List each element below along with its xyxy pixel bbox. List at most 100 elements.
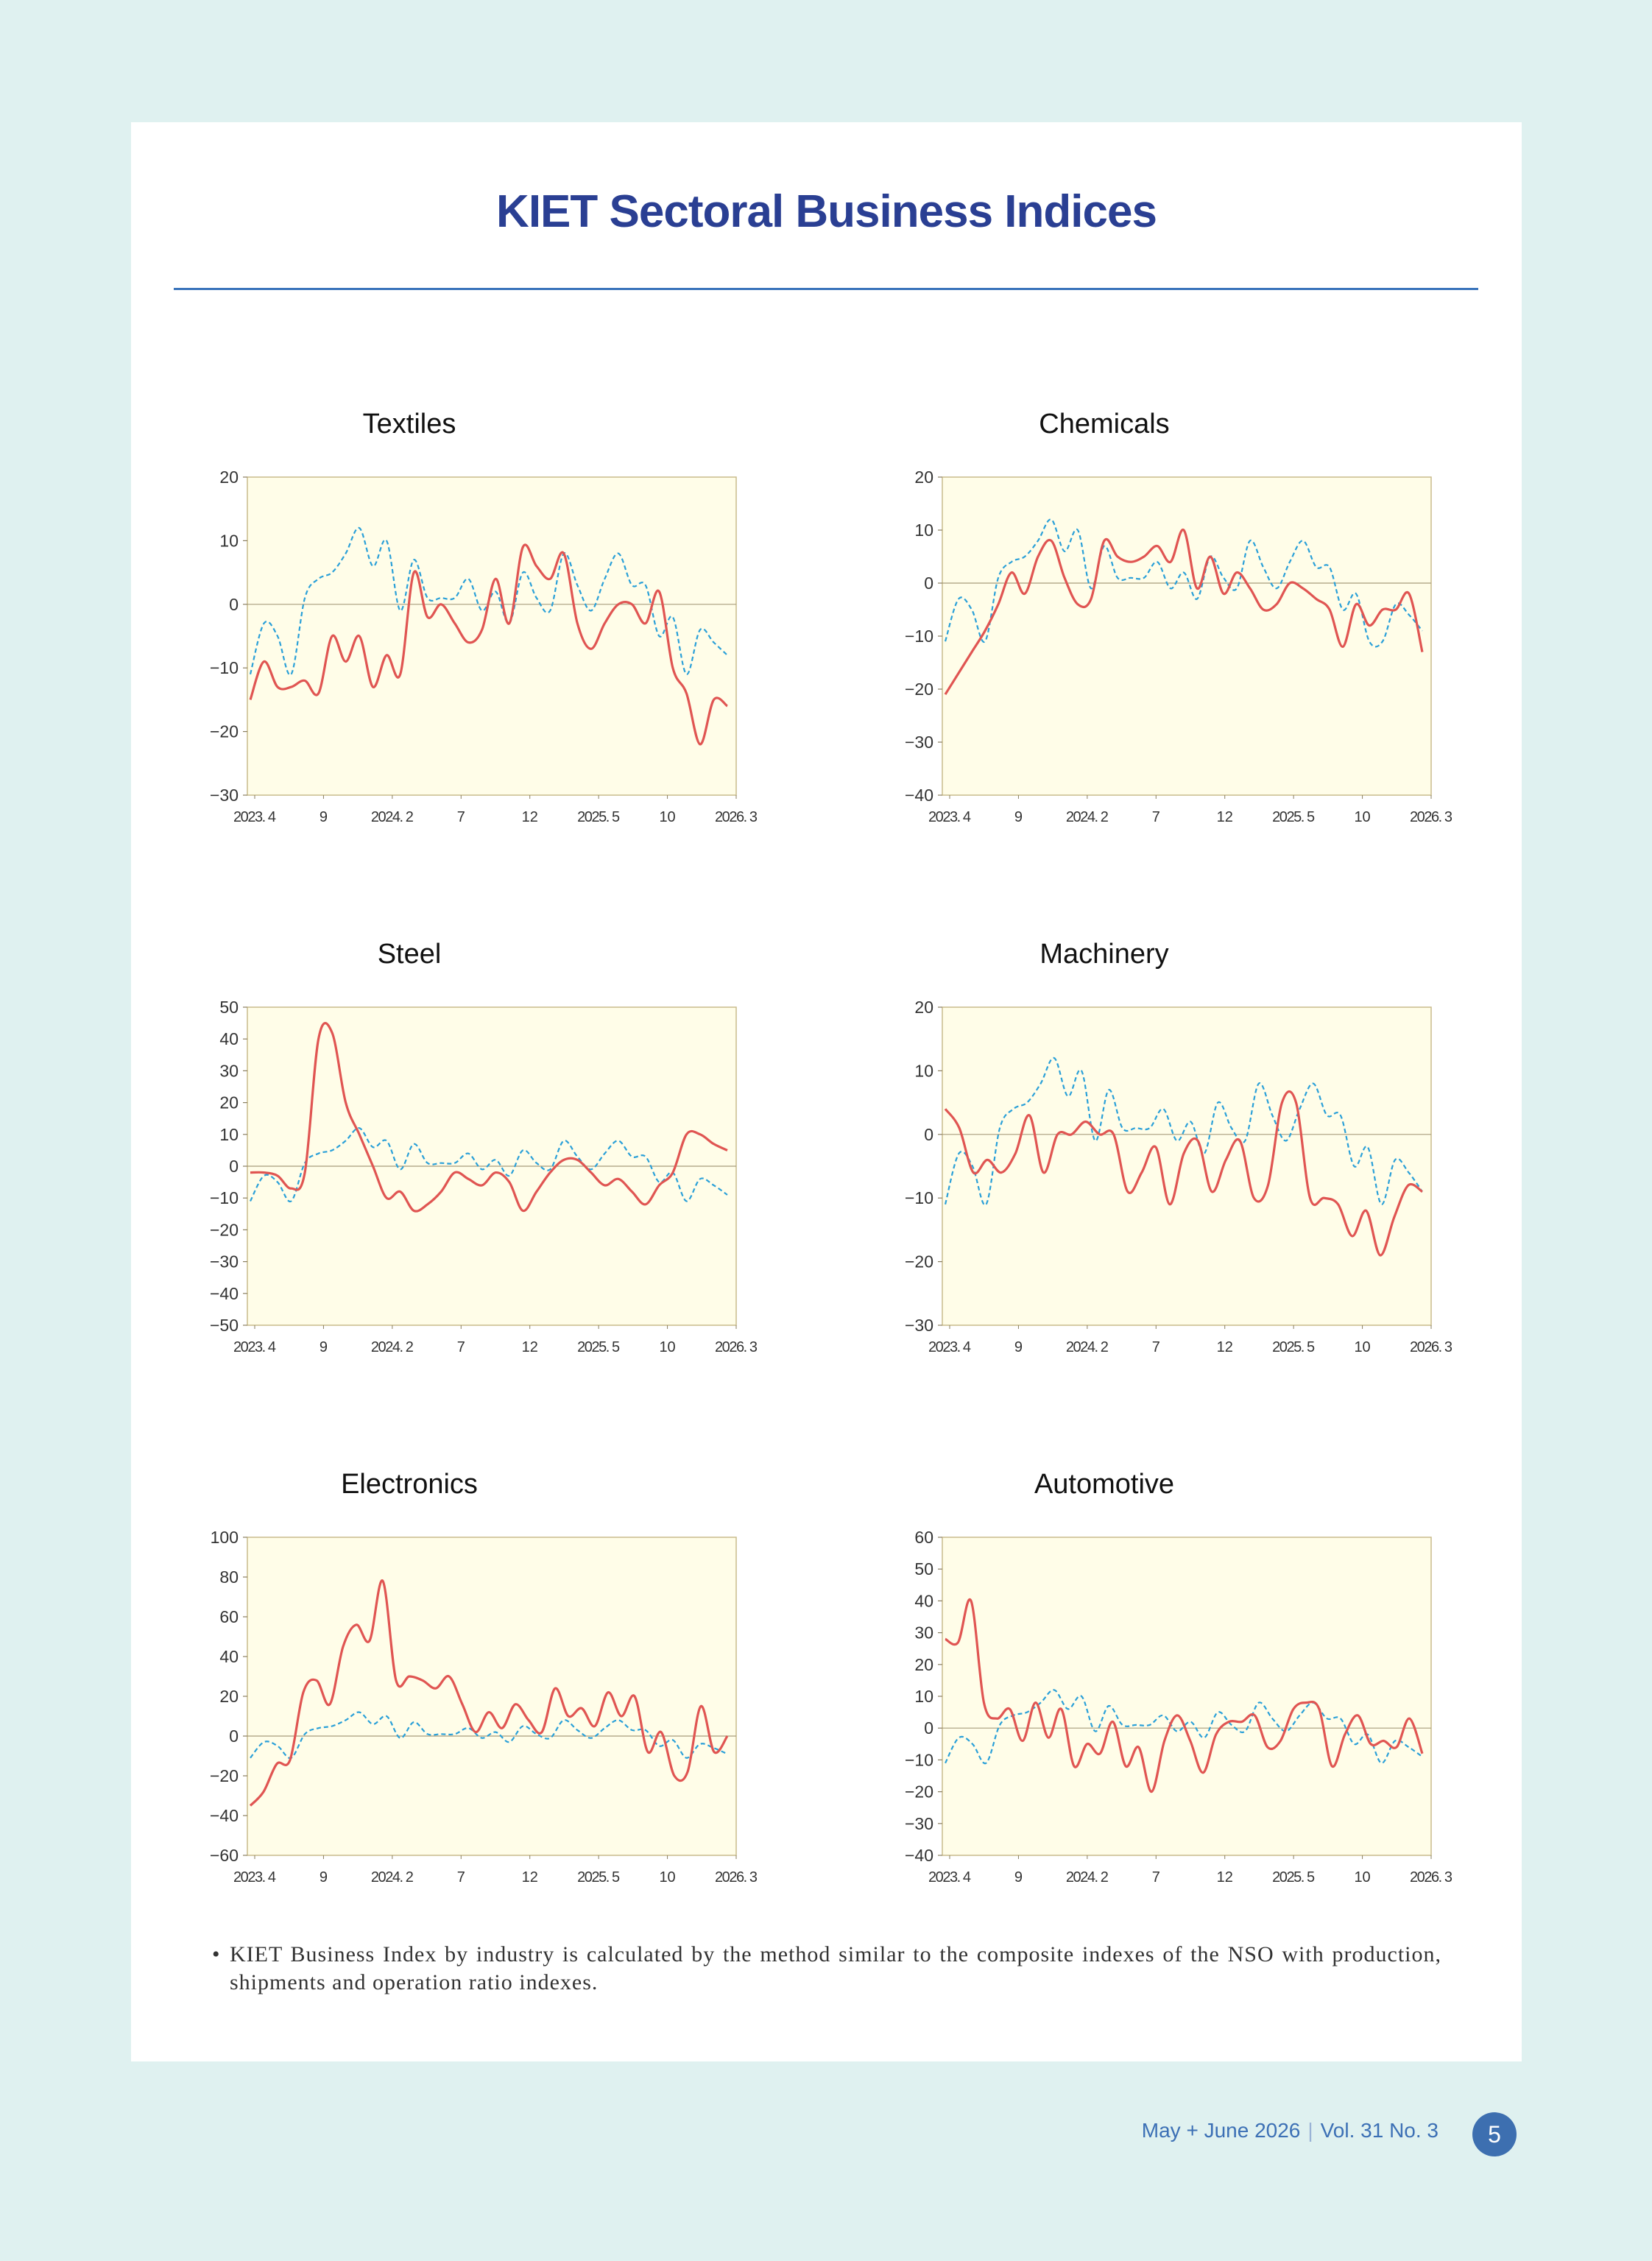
y-tick-label: 60: [914, 1528, 933, 1547]
chart-title: Automotive: [1034, 1469, 1174, 1500]
industry-series-line: [249, 543, 728, 746]
y-tick-label: 0: [924, 1125, 933, 1144]
y-tick-label: 0: [924, 1718, 933, 1738]
reference-series-line: [944, 518, 1423, 648]
x-tick-label: 2024. 2: [371, 1869, 414, 1886]
y-tick-label: 10: [914, 1687, 933, 1706]
x-tick-label: 10: [659, 1869, 675, 1886]
y-tick-label: 80: [219, 1567, 239, 1587]
x-tick-label: 2025. 5: [1272, 809, 1315, 825]
plot-area: [942, 1537, 1432, 1856]
x-tick-label: 2023. 4: [928, 809, 971, 825]
y-tick-label: −40: [905, 786, 933, 805]
y-tick-label: −30: [905, 733, 933, 752]
y-tick-label: −10: [210, 1188, 239, 1207]
y-tick-label: 20: [914, 1655, 933, 1674]
page-sheet: KIET Sectoral Business Indices Textiles −…: [131, 122, 1522, 2061]
plot-area: [247, 1537, 737, 1856]
chart-title: Textiles: [363, 409, 456, 440]
y-tick-label: −10: [905, 1750, 933, 1769]
x-tick-label: 2026. 3: [1410, 809, 1452, 825]
x-tick-label: 9: [1014, 1869, 1023, 1886]
x-tick-label: 9: [320, 1869, 328, 1886]
x-tick-label: 12: [522, 1339, 538, 1355]
x-tick-label: 7: [1152, 809, 1160, 825]
reference-series-line: [250, 1711, 728, 1760]
y-tick-label: 10: [219, 1125, 239, 1144]
x-tick-label: 2023. 4: [233, 1339, 276, 1355]
chart-svg: Electronics −60 −40 −20 0 20 40 60 80 100 2023. 4 9…: [210, 1469, 758, 1886]
chart-title: Steel: [378, 939, 442, 970]
chart-title: Chemicals: [1039, 409, 1169, 440]
reference-series-line: [944, 1057, 1423, 1206]
y-tick-label: −10: [210, 658, 239, 677]
x-tick-label: 2023. 4: [928, 1869, 971, 1886]
y-tick-label: 0: [229, 1157, 239, 1176]
y-tick-label: 20: [219, 1687, 239, 1706]
y-tick-label: 100: [211, 1528, 239, 1547]
chart-steel: Steel −50 −40 −30 −20 −10 0 10 20 30 40 50 2023. 4 9 2…: [190, 917, 758, 1403]
y-tick-label: 0: [924, 574, 933, 593]
x-tick-label: 10: [659, 809, 675, 825]
title-divider: [174, 288, 1478, 290]
x-tick-label: 9: [320, 1339, 328, 1355]
plot-area: [247, 476, 737, 796]
y-tick-label: 10: [914, 1061, 933, 1080]
plot-area: [942, 1006, 1432, 1326]
chart-svg: Machinery −30 −20 −10 0 10 20 2023. 4 9 2024. 2 7 1…: [905, 939, 1452, 1355]
y-tick-label: −30: [905, 1814, 933, 1833]
y-tick-label: −20: [905, 1782, 933, 1802]
issue-volume: Vol. 31 No. 3: [1320, 2119, 1439, 2142]
x-tick-label: 10: [1354, 809, 1370, 825]
plot-area: [942, 476, 1432, 796]
x-tick-label: 2025. 5: [1272, 1339, 1315, 1355]
x-tick-label: 10: [1354, 1869, 1370, 1886]
chart-title: Machinery: [1039, 939, 1168, 970]
x-tick-label: 2024. 2: [371, 809, 414, 825]
y-tick-label: 20: [219, 1093, 239, 1112]
x-tick-label: 12: [1217, 1869, 1233, 1886]
y-tick-label: −30: [905, 1316, 933, 1335]
y-tick-label: −40: [905, 1846, 933, 1865]
y-tick-label: 40: [219, 1647, 239, 1666]
x-tick-label: 2025. 5: [577, 1869, 620, 1886]
y-tick-label: 50: [914, 1559, 933, 1579]
chart-title: Electronics: [341, 1469, 478, 1500]
x-tick-label: 2024. 2: [371, 1339, 414, 1355]
x-tick-label: 7: [1152, 1339, 1160, 1355]
footnote-bullet: •: [212, 1942, 221, 1967]
y-tick-label: 10: [914, 521, 933, 540]
industry-series-line: [944, 529, 1424, 696]
page-title: KIET Sectoral Business Indices: [496, 186, 1157, 237]
chart-machinery: Machinery −30 −20 −10 0 10 20 2023. 4 9 2024. 2 7 1…: [885, 917, 1452, 1403]
x-tick-label: 7: [457, 809, 465, 825]
x-tick-label: 7: [1152, 1869, 1160, 1886]
industry-series-line: [944, 1090, 1423, 1257]
industry-series-line: [945, 1598, 1424, 1793]
x-tick-label: 2026. 3: [715, 809, 758, 825]
y-tick-label: 20: [914, 998, 933, 1017]
x-tick-label: 2023. 4: [233, 1869, 276, 1886]
y-tick-label: −10: [905, 627, 933, 646]
x-tick-label: 2025. 5: [577, 1339, 620, 1355]
x-tick-label: 9: [1014, 1339, 1023, 1355]
y-tick-label: −40: [210, 1284, 239, 1303]
x-tick-label: 12: [522, 1869, 538, 1886]
x-tick-label: 12: [522, 809, 538, 825]
y-tick-label: 30: [914, 1623, 933, 1643]
chart-textiles: Textiles −30 −20 −10 0 10 20 2023. 4 9 2024. 2 7 12…: [190, 387, 758, 873]
reference-series-line: [945, 1689, 1423, 1765]
y-tick-label: 20: [914, 468, 933, 487]
chart-electronics: Electronics −60 −40 −20 0 20 40 60 80 100 2023. 4 9…: [190, 1447, 758, 1933]
y-tick-label: 0: [229, 595, 239, 614]
y-tick-label: 40: [219, 1029, 239, 1048]
y-tick-label: −20: [210, 1766, 239, 1785]
y-tick-label: 0: [229, 1726, 239, 1746]
x-tick-label: 7: [457, 1869, 465, 1886]
chart-chemicals: Chemicals −40 −30 −20 −10 0 10 20 2023. 4 9 2024. …: [885, 387, 1452, 873]
chart-automotive: Automotive −40 −30 −20 −10 0 10 20 30 40 50 60 2023.…: [885, 1447, 1452, 1933]
y-tick-label: −30: [210, 786, 239, 805]
x-tick-label: 7: [457, 1339, 465, 1355]
issue-date: May + June 2026: [1141, 2119, 1301, 2142]
page-number-badge: 5: [1472, 2112, 1517, 2156]
